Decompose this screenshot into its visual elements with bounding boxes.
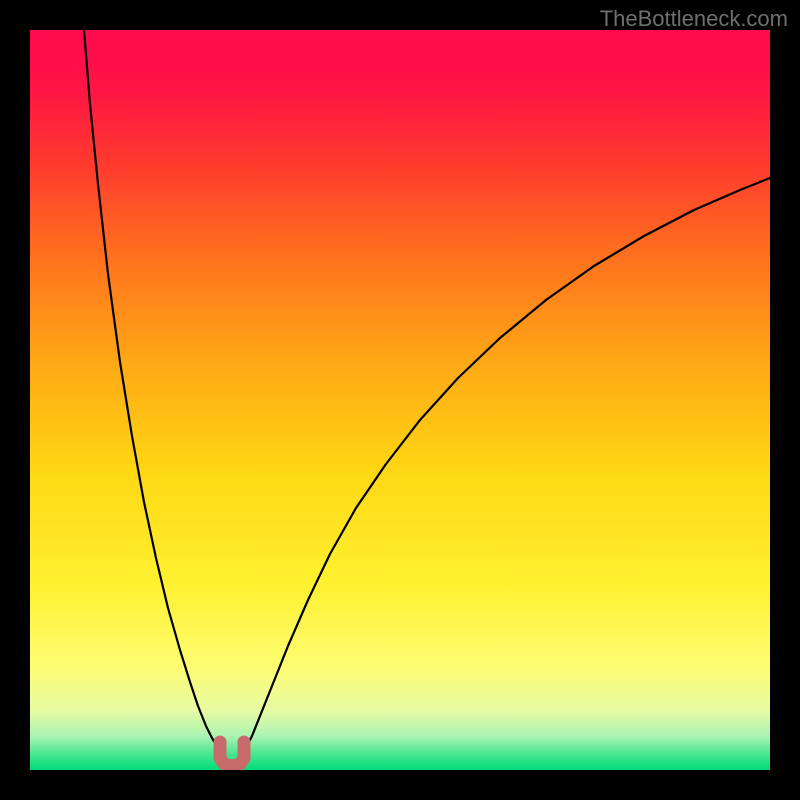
- gradient-background: [30, 30, 770, 770]
- plot-area: [30, 30, 770, 770]
- chart-svg: [30, 30, 770, 770]
- watermark-text: TheBottleneck.com: [600, 6, 788, 32]
- chart-container: TheBottleneck.com: [0, 0, 800, 800]
